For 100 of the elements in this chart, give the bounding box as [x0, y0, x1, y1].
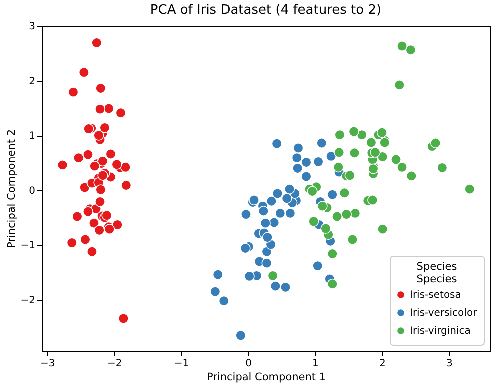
point: [356, 130, 368, 140]
point: [106, 148, 116, 160]
point: [317, 201, 328, 212]
point: [394, 80, 405, 90]
x-tick-label: −2: [107, 358, 122, 370]
point: [406, 170, 417, 182]
x-tick-label: 0: [246, 358, 252, 370]
point: [272, 138, 282, 150]
point: [94, 196, 106, 208]
x-tick-label: −1: [174, 358, 190, 370]
point: [66, 238, 78, 248]
point: [326, 151, 337, 162]
point: [334, 130, 346, 140]
point: [86, 246, 98, 258]
point: [268, 270, 278, 282]
point: [430, 138, 442, 149]
point: [397, 41, 408, 52]
point: [240, 209, 252, 220]
point: [292, 152, 302, 164]
point: [437, 162, 448, 174]
point: [112, 159, 122, 170]
point: [94, 130, 104, 141]
point: [84, 124, 94, 134]
x-tick-label: 3: [446, 358, 453, 370]
x-axis-title: Principal Component 1: [206, 372, 326, 384]
annotation: Species: [416, 274, 458, 286]
point: [112, 220, 123, 230]
y-tick-label: 3: [29, 22, 36, 32]
x-tick-label: 1: [312, 358, 319, 370]
point: [96, 184, 106, 196]
point: [262, 258, 272, 269]
point: [320, 224, 332, 234]
point: [327, 248, 338, 260]
point: [378, 152, 388, 162]
point: [301, 171, 312, 182]
point: [347, 234, 358, 246]
point: [74, 152, 84, 164]
point: [284, 184, 296, 195]
point: [118, 313, 129, 324]
point: [464, 184, 476, 195]
point: [82, 206, 94, 218]
point: [368, 195, 378, 206]
point: [378, 224, 388, 235]
y-tick-label: 1: [29, 131, 36, 142]
point: [313, 156, 324, 168]
point: [120, 162, 131, 173]
point: [82, 150, 94, 160]
point: [316, 138, 328, 149]
point: [327, 278, 338, 290]
point: [406, 44, 416, 56]
point: [301, 157, 312, 168]
point: [350, 208, 361, 219]
y-tick-label: −1: [20, 240, 36, 252]
point: [240, 243, 251, 254]
point: [210, 286, 221, 298]
point: [104, 224, 115, 235]
point: [334, 147, 345, 158]
legend-label: Iris-versicolor: [410, 308, 478, 319]
point: [102, 210, 112, 221]
point: [341, 209, 352, 220]
point: [397, 162, 408, 173]
point: [258, 206, 269, 217]
point: [90, 161, 100, 172]
point: [275, 208, 286, 219]
point: [266, 196, 277, 207]
point: [104, 103, 114, 114]
point: [293, 142, 304, 154]
y-tick-label: 0: [29, 186, 36, 197]
point: [366, 137, 377, 148]
point: [307, 186, 318, 197]
point: [92, 38, 102, 48]
point: [280, 282, 292, 293]
point: [269, 217, 280, 228]
point: [348, 126, 360, 138]
point: [94, 104, 106, 115]
legend-title: Species: [416, 261, 458, 273]
point: [344, 170, 356, 181]
point: [327, 190, 338, 200]
x-tick-label: −3: [40, 358, 56, 370]
x-tick-label: 2: [380, 358, 386, 370]
point: [282, 193, 292, 204]
y-tick-label: −2: [20, 296, 36, 307]
point: [272, 188, 283, 199]
point: [285, 208, 296, 219]
point: [236, 330, 246, 341]
point: [68, 87, 79, 98]
chart-title: PCA of Iris Dataset (4 features to 2): [150, 3, 382, 18]
point: [57, 160, 68, 170]
point: [270, 281, 281, 292]
point: [292, 163, 304, 174]
point: [332, 211, 343, 222]
point: [100, 122, 110, 134]
point: [72, 211, 83, 222]
point: [116, 108, 126, 118]
point: [260, 218, 271, 229]
point: [244, 271, 255, 282]
point: [339, 188, 350, 198]
y-axis-title: Principal Component 2: [6, 129, 18, 249]
point: [390, 154, 402, 165]
point: [333, 162, 344, 173]
